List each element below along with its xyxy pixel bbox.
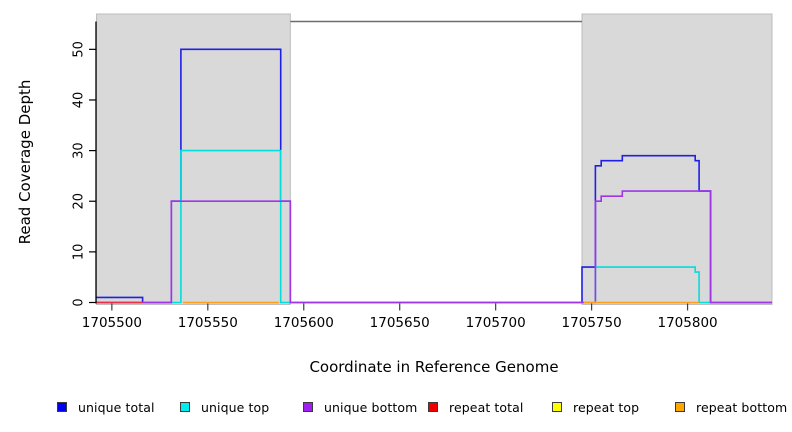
axes-layer: 0 10 20 30 40 50 1705500 1705550 1705600 1705650 1… [72, 21, 718, 331]
covered-region-left [96, 13, 291, 305]
legend-label: unique top [201, 399, 270, 415]
legend-item-repeat-total: repeat total [428, 398, 524, 416]
unique-top-swatch-icon [180, 402, 190, 412]
y-tick-label: 50 [72, 41, 87, 58]
x-tick-label: 1705500 [82, 315, 142, 331]
x-axis-title: Coordinate in Reference Genome [309, 358, 558, 376]
legend-item-unique-total: unique total [57, 398, 155, 416]
y-tick-label: 30 [72, 142, 87, 159]
legend-label: repeat bottom [696, 399, 788, 415]
covered-region-right [581, 13, 773, 305]
series-line-unique-bottom [96, 190, 772, 304]
repeat-top-swatch-icon [552, 402, 562, 412]
x-tick-label: 1705650 [370, 315, 430, 331]
legend-label: unique bottom [324, 399, 418, 415]
x-tick-label: 1705600 [274, 315, 334, 331]
unique-total-swatch-icon [57, 402, 67, 412]
series-lines-layer [96, 48, 772, 304]
y-tick-label: 20 [72, 193, 87, 210]
legend-item-unique-top: unique top [180, 398, 269, 416]
x-tick-label: 1705700 [466, 315, 526, 331]
x-tick-label: 1705550 [178, 315, 238, 331]
unique-bottom-swatch-icon [303, 402, 313, 412]
legend-item-unique-bottom: unique bottom [303, 398, 417, 416]
repeat-total-swatch-icon [428, 402, 438, 412]
coverage-chart: 0 10 20 30 40 50 1705500 1705550 1705600 1705650 1… [16, 13, 773, 376]
legend-label: repeat top [573, 399, 640, 415]
y-axis-title: Read Coverage Depth [16, 80, 34, 245]
legend-label: repeat total [449, 399, 524, 415]
y-tick-label: 10 [72, 244, 87, 261]
repeat-bottom-swatch-icon [675, 402, 685, 412]
legend-item-repeat-top: repeat top [552, 398, 639, 416]
y-tick-label: 40 [72, 92, 87, 109]
legend: unique total unique top unique bottom re… [0, 398, 792, 422]
x-tick-label: 1705750 [562, 315, 622, 331]
legend-label: unique total [78, 399, 155, 415]
legend-item-repeat-bottom: repeat bottom [675, 398, 787, 416]
y-tick-label: 0 [72, 298, 87, 306]
shaded-regions-layer [96, 13, 773, 305]
x-tick-label: 1705800 [658, 315, 718, 331]
